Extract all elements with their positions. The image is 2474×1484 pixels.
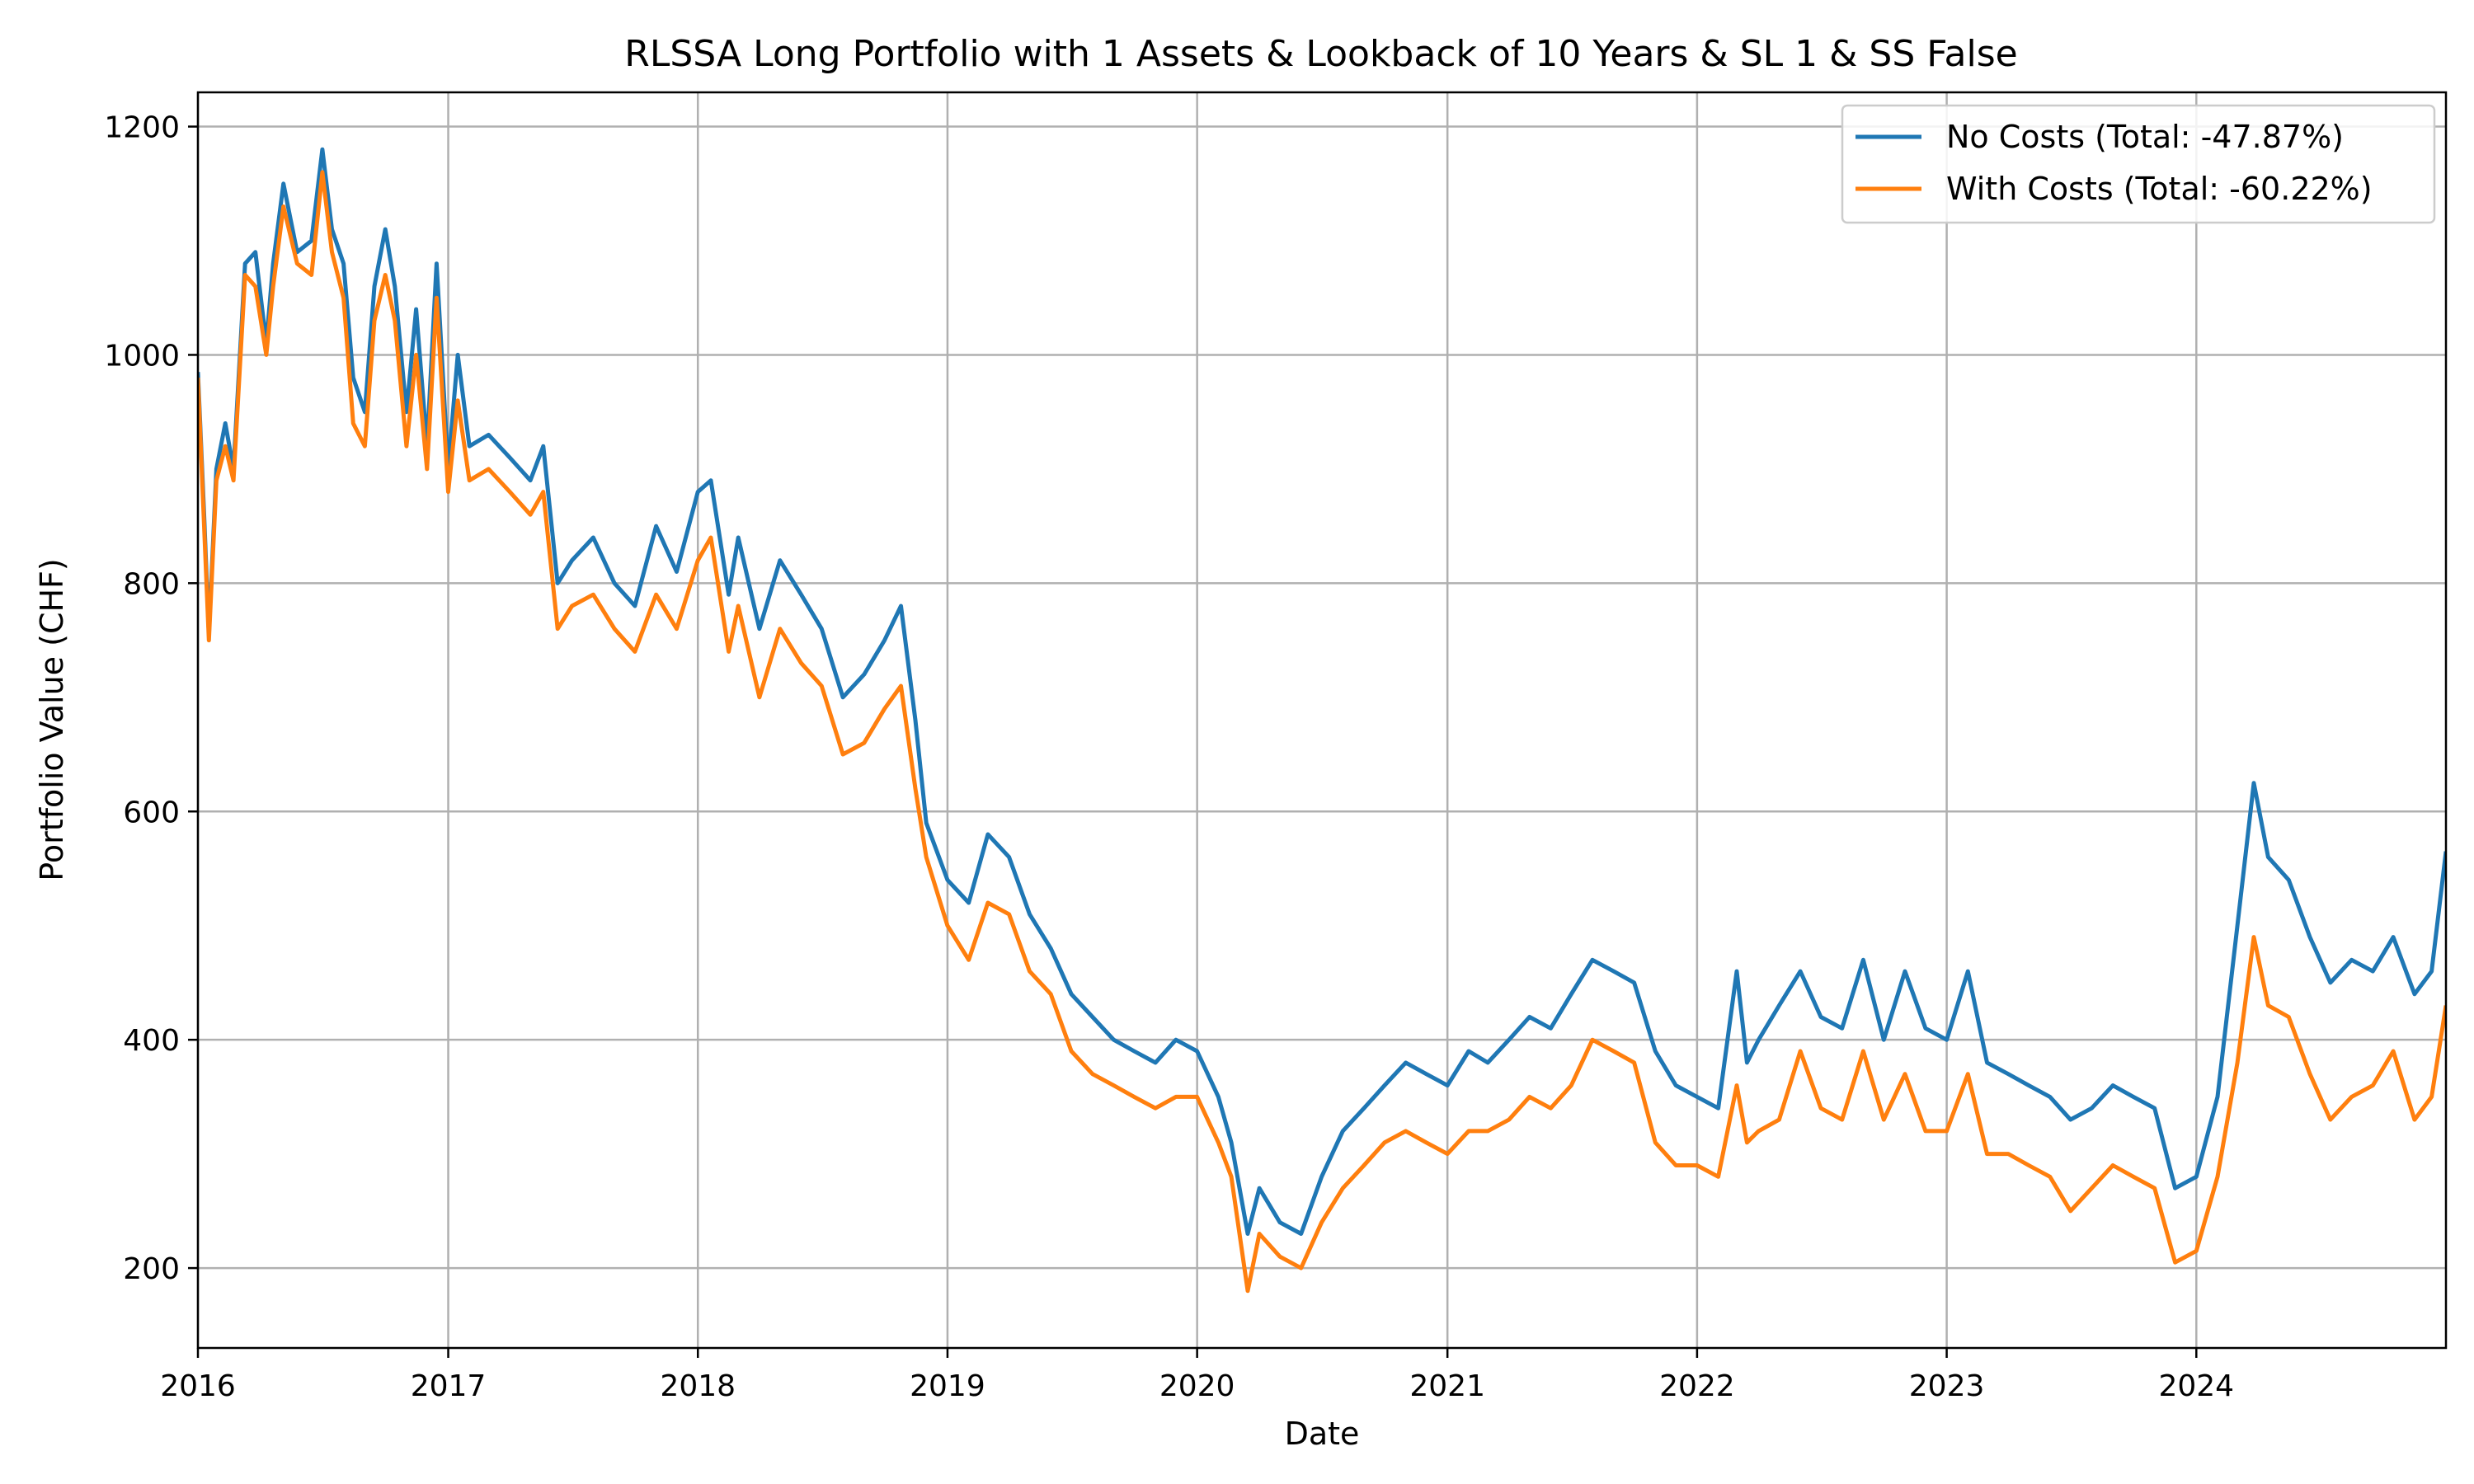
x-tick-label: 2021 bbox=[1409, 1369, 1485, 1403]
series-layer bbox=[198, 147, 2446, 1294]
x-axis-label: Date bbox=[1285, 1416, 1360, 1452]
x-tick-label: 2023 bbox=[1909, 1369, 1985, 1403]
chart-title: RLSSA Long Portfolio with 1 Assets & Loo… bbox=[624, 33, 2017, 75]
y-tick-label: 200 bbox=[123, 1252, 180, 1286]
y-tick-label: 800 bbox=[123, 567, 180, 601]
x-tick-label: 2024 bbox=[2158, 1369, 2234, 1403]
x-tick-label: 2019 bbox=[910, 1369, 985, 1403]
legend: No Costs (Total: -47.87%) With Costs (To… bbox=[1841, 104, 2436, 224]
x-tick-label: 2017 bbox=[411, 1369, 487, 1403]
x-tick-label: 2020 bbox=[1159, 1369, 1235, 1403]
plot-frame bbox=[196, 91, 2448, 1350]
legend-label-no-costs: No Costs (Total: -47.87%) bbox=[1946, 119, 2344, 155]
y-tick-label: 1200 bbox=[104, 111, 180, 145]
x-tick-label: 2022 bbox=[1659, 1369, 1735, 1403]
x-tick-label: 2018 bbox=[660, 1369, 736, 1403]
y-tick-label: 400 bbox=[123, 1024, 180, 1058]
y-tick-label: 600 bbox=[123, 796, 180, 829]
legend-box bbox=[1841, 104, 2436, 224]
series-line-with-costs bbox=[198, 170, 2446, 1294]
grid-layer bbox=[196, 92, 2446, 1348]
y-tick-label: 1000 bbox=[104, 339, 180, 373]
series-line-no-costs bbox=[198, 147, 2446, 1236]
tick-layer: 2016 2017 2018 2019 2020 2021 2022 2023 2024 200 4… bbox=[104, 111, 2234, 1403]
y-axis-label: Portfolio Value (CHF) bbox=[34, 558, 70, 881]
x-tick-label: 2016 bbox=[160, 1369, 236, 1403]
legend-label-with-costs: With Costs (Total: -60.22%) bbox=[1946, 171, 2373, 207]
